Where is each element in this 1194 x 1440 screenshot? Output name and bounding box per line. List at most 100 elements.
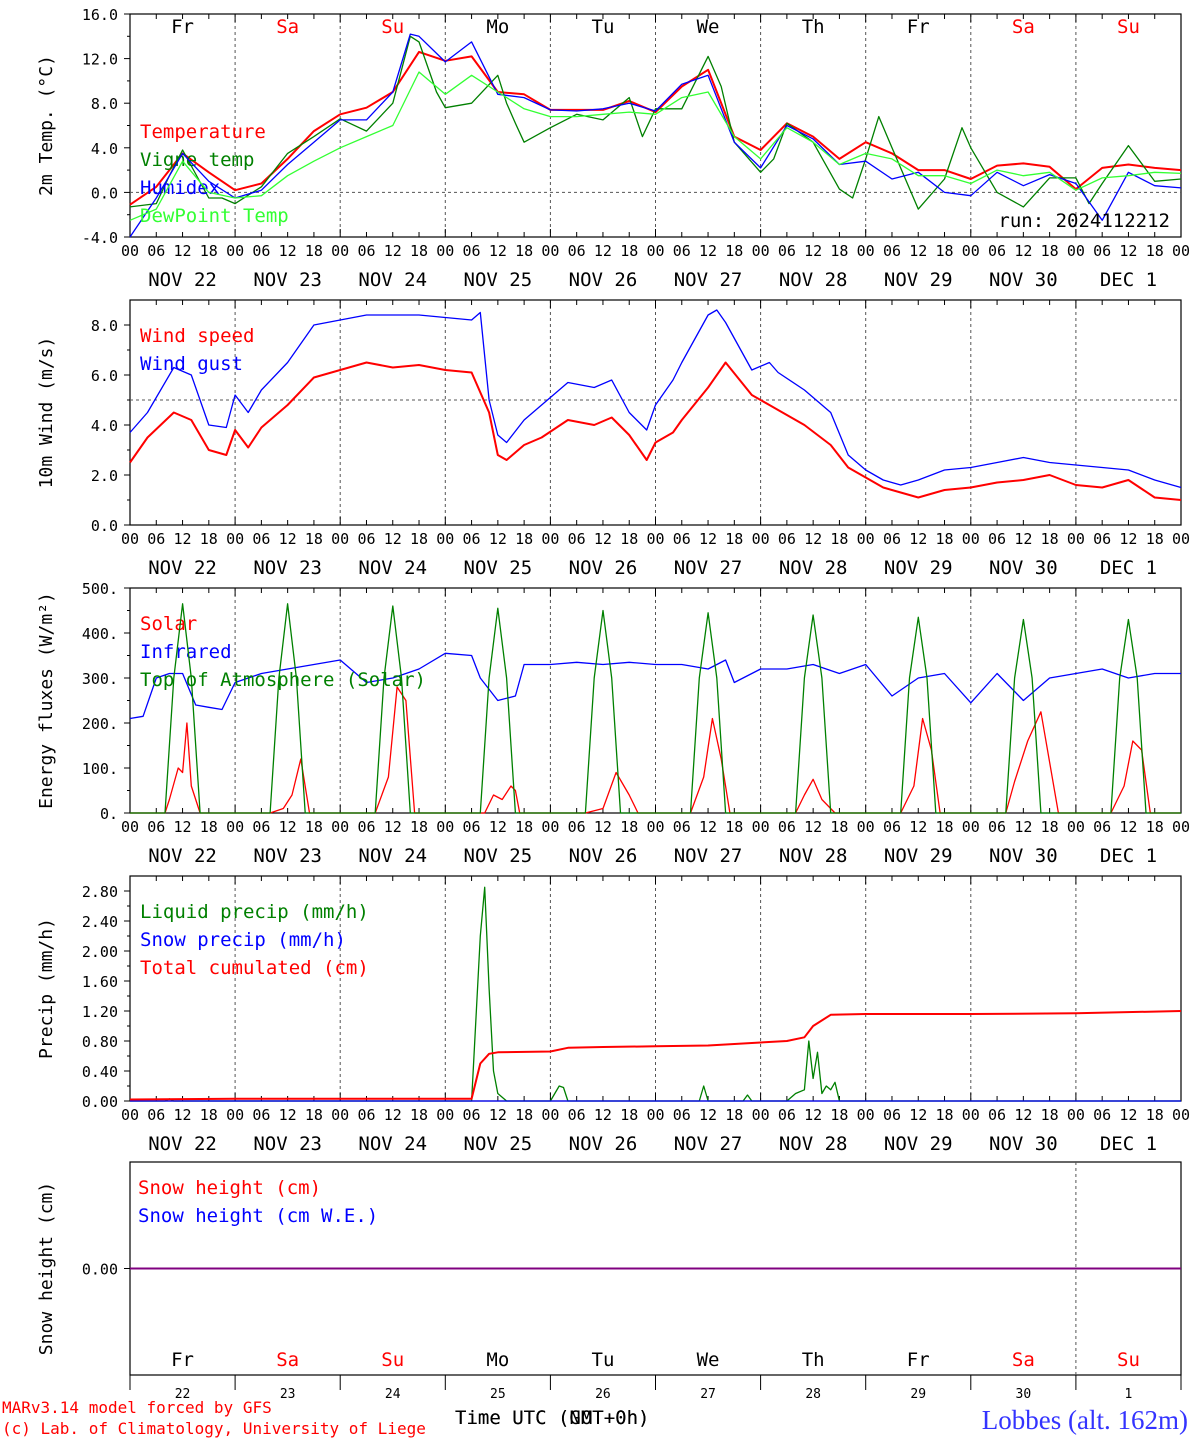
hour-tick-label: 18 <box>305 242 323 260</box>
weekday-label-top: Fr <box>907 16 930 38</box>
hour-tick-label: 06 <box>778 530 796 548</box>
hour-tick-label: 18 <box>1041 818 1059 836</box>
hour-tick-label: 12 <box>1014 818 1032 836</box>
series-line-liquid-precip-mm-h- <box>130 886 1181 1102</box>
weekday-label-bottom: Fr <box>171 1349 194 1371</box>
weekday-label-top: Su <box>381 16 404 38</box>
y-tick-label: 100. <box>82 760 118 778</box>
hour-tick-label: 12 <box>804 818 822 836</box>
weekday-label-top: We <box>697 16 720 38</box>
hour-tick-label: 18 <box>935 242 953 260</box>
hour-tick-label: 00 <box>1172 530 1190 548</box>
weekday-label-top: Tu <box>592 16 615 38</box>
date-label: NOV 30 <box>989 557 1058 579</box>
hour-tick-label: 18 <box>200 242 218 260</box>
legend-entry: Wind speed <box>140 325 254 347</box>
hour-tick-label: 18 <box>410 530 428 548</box>
panel-frame <box>129 299 1182 526</box>
hour-tick-label: 12 <box>1119 818 1137 836</box>
date-label: NOV 26 <box>569 1133 638 1155</box>
hour-tick-label: 12 <box>174 242 192 260</box>
date-label: NOV 24 <box>358 845 427 867</box>
panel-frame <box>129 13 1182 238</box>
hour-tick-label: 00 <box>857 242 875 260</box>
hour-tick-label: 06 <box>883 530 901 548</box>
date-label: NOV 29 <box>884 845 953 867</box>
legend-entry: Vigne temp <box>140 149 254 171</box>
weekday-label-bottom: Sa <box>276 1349 299 1371</box>
hour-tick-label: 12 <box>804 242 822 260</box>
date-label: NOV 22 <box>148 845 217 867</box>
hour-tick-label: 18 <box>620 1106 638 1124</box>
hour-tick-label: 18 <box>200 530 218 548</box>
hour-tick-label: 00 <box>121 1106 139 1124</box>
hour-tick-label: 00 <box>436 818 454 836</box>
hour-tick-label: 18 <box>620 242 638 260</box>
weekday-label-bottom: Th <box>802 1349 825 1371</box>
hour-tick-label: 18 <box>620 818 638 836</box>
hour-tick-label: 00 <box>962 530 980 548</box>
weekday-label-top: Fr <box>171 16 194 38</box>
date-label: NOV 24 <box>358 1133 427 1155</box>
hour-tick-label: 18 <box>410 1106 428 1124</box>
hour-tick-label: 12 <box>594 818 612 836</box>
hour-tick-label: 06 <box>1093 1106 1111 1124</box>
hour-tick-label: 18 <box>725 818 743 836</box>
hour-tick-label: 18 <box>1146 818 1164 836</box>
hour-tick-label: 06 <box>673 242 691 260</box>
hour-tick-label: 06 <box>568 530 586 548</box>
chart-panel-1: -4.0 0.0 4.0 8.0 12.0 16.0 2m Temp. (°C) 00 06 12… <box>36 6 1190 291</box>
hour-tick-label: 06 <box>778 1106 796 1124</box>
y-tick-label: 8.0 <box>91 95 118 113</box>
hour-tick-label: 00 <box>541 818 559 836</box>
y-tick-label: 0.0 <box>91 184 118 202</box>
hour-tick-label: 12 <box>909 242 927 260</box>
date-label: NOV 23 <box>253 845 322 867</box>
date-label: NOV 23 <box>253 557 322 579</box>
hour-tick-label: 12 <box>594 242 612 260</box>
hour-tick-label: 06 <box>1093 242 1111 260</box>
hour-tick-label: 00 <box>436 530 454 548</box>
date-label: NOV 27 <box>674 269 743 291</box>
day-number-label: 22 <box>175 1387 191 1402</box>
hour-tick-label: 12 <box>699 530 717 548</box>
y-tick-label: 200. <box>82 715 118 733</box>
hour-tick-label: 18 <box>515 530 533 548</box>
hour-tick-label: 18 <box>830 242 848 260</box>
series-line-infrared <box>129 652 1181 720</box>
day-number-label: 27 <box>700 1387 716 1402</box>
hour-tick-label: 06 <box>988 1106 1006 1124</box>
y-axis-label: 10m Wind (m/s) <box>36 337 57 489</box>
y-tick-label: 2.00 <box>82 943 118 961</box>
hour-tick-label: 00 <box>857 1106 875 1124</box>
hour-tick-label: 06 <box>357 242 375 260</box>
y-tick-label: -4.0 <box>82 229 118 247</box>
hour-tick-label: 00 <box>541 530 559 548</box>
date-label: NOV 22 <box>148 1133 217 1155</box>
hour-tick-label: 18 <box>515 1106 533 1124</box>
hour-tick-label: 06 <box>1093 818 1111 836</box>
hour-tick-label: 06 <box>463 242 481 260</box>
run-annotation: run: 2024112212 <box>998 210 1170 232</box>
hour-tick-label: 00 <box>331 818 349 836</box>
hour-tick-label: 12 <box>279 1106 297 1124</box>
hour-tick-label: 12 <box>594 1106 612 1124</box>
weekday-label-bottom: Tu <box>592 1349 615 1371</box>
hour-tick-label: 12 <box>279 242 297 260</box>
hour-tick-label: 00 <box>962 1106 980 1124</box>
date-label: NOV 25 <box>464 269 533 291</box>
y-axis-label: 2m Temp. (°C) <box>36 55 57 196</box>
y-tick-label: 0.0 <box>91 517 118 535</box>
day-number-label: 26 <box>595 1387 611 1402</box>
hour-tick-label: 00 <box>331 1106 349 1124</box>
hour-tick-label: 06 <box>1093 530 1111 548</box>
y-tick-label: 500. <box>82 580 118 598</box>
y-tick-label: 4.0 <box>91 140 118 158</box>
y-tick-label: 4.0 <box>91 417 118 435</box>
weekday-label-bottom: Fr <box>907 1349 930 1371</box>
hour-tick-label: 06 <box>988 242 1006 260</box>
hour-tick-label: 06 <box>673 818 691 836</box>
date-label: NOV 25 <box>464 557 533 579</box>
hour-tick-label: 12 <box>804 1106 822 1124</box>
